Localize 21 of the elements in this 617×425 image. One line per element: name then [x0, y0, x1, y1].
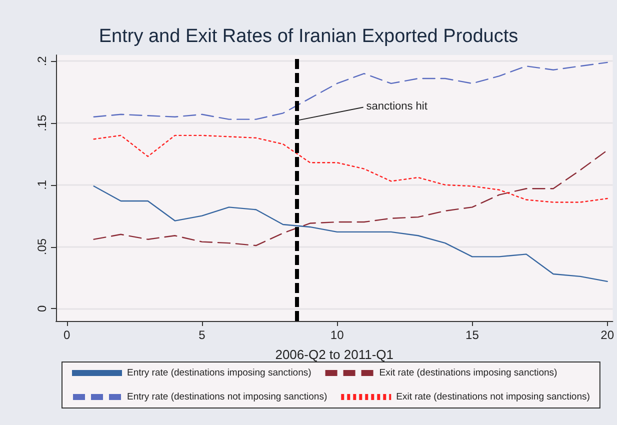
x-tick-label: 5 [198, 328, 206, 342]
y-tick-label: 0 [35, 304, 49, 312]
x-tick-label: 15 [466, 328, 480, 342]
y-tick-label: .15 [35, 114, 49, 132]
legend-label: Entry rate (destinations not imposing sanctions) [127, 392, 328, 402]
x-axis-title: 2006-Q2 to 2011-Q1 [275, 347, 394, 362]
chart-title: Entry and Exit Rates of Iranian Exported Products [98, 26, 518, 47]
line-series [93, 150, 608, 246]
line-series [93, 62, 608, 120]
x-tick-label: 0 [63, 328, 70, 342]
annotation: sanctions hit [366, 100, 428, 113]
legend-label: Entry rate (destinations imposing sanctions) [127, 368, 312, 378]
x-tick-label: 10 [330, 328, 344, 342]
legend-label: Exit rate (destinations not imposing sanctions) [396, 392, 590, 402]
line-series [93, 186, 608, 282]
y-tick-label: .05 [35, 238, 49, 256]
y-tick-label: .2 [35, 56, 49, 66]
legend-label: Exit rate (destinations imposing sanctions) [379, 368, 558, 378]
y-tick-label: .1 [35, 180, 49, 190]
line-series [93, 134, 608, 203]
x-tick-label: 20 [600, 328, 614, 342]
